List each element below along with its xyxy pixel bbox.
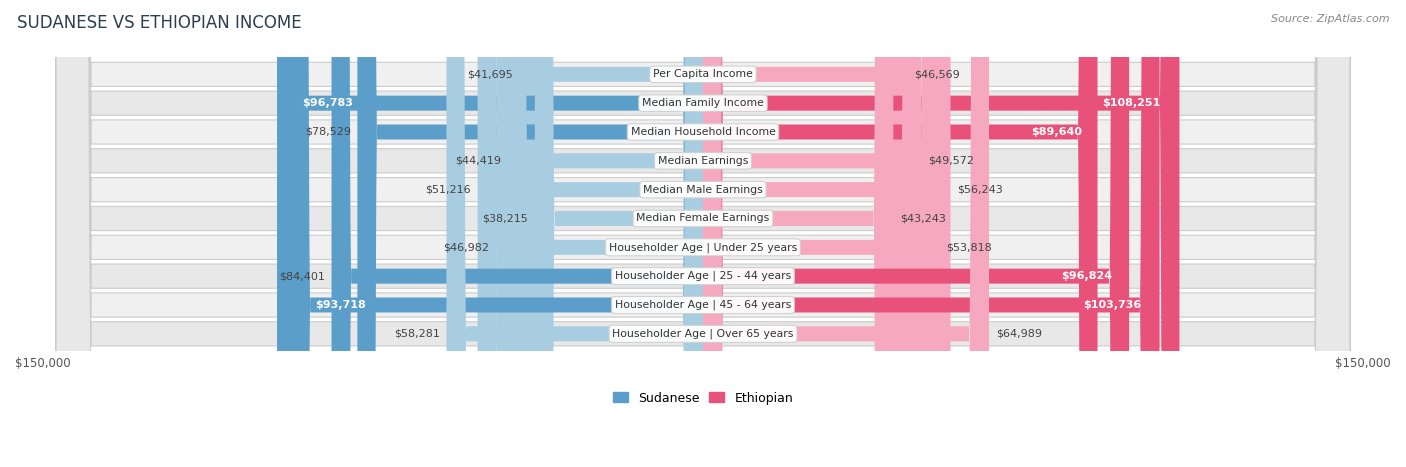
Text: $108,251: $108,251 — [1102, 98, 1160, 108]
Text: Median Male Earnings: Median Male Earnings — [643, 184, 763, 195]
FancyBboxPatch shape — [478, 0, 703, 467]
Text: $56,243: $56,243 — [957, 184, 1002, 195]
FancyBboxPatch shape — [56, 0, 1350, 467]
FancyBboxPatch shape — [703, 0, 1160, 467]
FancyBboxPatch shape — [496, 0, 703, 467]
Text: $38,215: $38,215 — [482, 213, 529, 224]
FancyBboxPatch shape — [277, 0, 703, 467]
Text: $89,640: $89,640 — [1031, 127, 1081, 137]
Text: Median Household Income: Median Household Income — [630, 127, 776, 137]
Text: $51,216: $51,216 — [426, 184, 471, 195]
FancyBboxPatch shape — [447, 0, 703, 467]
FancyBboxPatch shape — [56, 0, 1350, 467]
FancyBboxPatch shape — [56, 0, 1350, 467]
Text: $44,419: $44,419 — [456, 156, 501, 166]
FancyBboxPatch shape — [534, 0, 703, 467]
FancyBboxPatch shape — [703, 0, 1098, 467]
Text: Per Capita Income: Per Capita Income — [652, 69, 754, 79]
Text: Median Earnings: Median Earnings — [658, 156, 748, 166]
Text: Median Family Income: Median Family Income — [643, 98, 763, 108]
Text: Householder Age | 45 - 64 years: Householder Age | 45 - 64 years — [614, 300, 792, 310]
FancyBboxPatch shape — [519, 0, 703, 467]
FancyBboxPatch shape — [703, 0, 893, 467]
Text: $43,243: $43,243 — [900, 213, 946, 224]
Text: Householder Age | Over 65 years: Householder Age | Over 65 years — [612, 329, 794, 339]
FancyBboxPatch shape — [56, 0, 1350, 467]
FancyBboxPatch shape — [56, 0, 1350, 467]
FancyBboxPatch shape — [56, 0, 1350, 467]
Text: $96,824: $96,824 — [1062, 271, 1112, 281]
FancyBboxPatch shape — [56, 0, 1350, 467]
Text: $84,401: $84,401 — [278, 271, 325, 281]
Text: $78,529: $78,529 — [305, 127, 350, 137]
FancyBboxPatch shape — [332, 0, 703, 467]
Text: $96,783: $96,783 — [302, 98, 353, 108]
FancyBboxPatch shape — [56, 0, 1350, 467]
FancyBboxPatch shape — [703, 0, 939, 467]
Text: Source: ZipAtlas.com: Source: ZipAtlas.com — [1271, 14, 1389, 24]
FancyBboxPatch shape — [56, 0, 1350, 467]
Text: Householder Age | 25 - 44 years: Householder Age | 25 - 44 years — [614, 271, 792, 282]
Text: SUDANESE VS ETHIOPIAN INCOME: SUDANESE VS ETHIOPIAN INCOME — [17, 14, 301, 32]
Text: Householder Age | Under 25 years: Householder Age | Under 25 years — [609, 242, 797, 253]
FancyBboxPatch shape — [703, 0, 988, 467]
Text: $41,695: $41,695 — [467, 69, 513, 79]
FancyBboxPatch shape — [703, 0, 921, 467]
Text: $93,718: $93,718 — [315, 300, 366, 310]
Text: $103,736: $103,736 — [1083, 300, 1142, 310]
Text: $64,989: $64,989 — [995, 329, 1042, 339]
FancyBboxPatch shape — [703, 0, 1180, 467]
Text: $46,982: $46,982 — [444, 242, 489, 252]
Text: $49,572: $49,572 — [928, 156, 974, 166]
FancyBboxPatch shape — [357, 0, 703, 467]
Text: $53,818: $53,818 — [946, 242, 993, 252]
FancyBboxPatch shape — [703, 0, 908, 467]
Legend: Sudanese, Ethiopian: Sudanese, Ethiopian — [607, 387, 799, 410]
FancyBboxPatch shape — [291, 0, 703, 467]
FancyBboxPatch shape — [56, 0, 1350, 467]
Text: $58,281: $58,281 — [394, 329, 440, 339]
FancyBboxPatch shape — [703, 0, 950, 467]
Text: Median Female Earnings: Median Female Earnings — [637, 213, 769, 224]
FancyBboxPatch shape — [703, 0, 1129, 467]
FancyBboxPatch shape — [508, 0, 703, 467]
Text: $46,569: $46,569 — [914, 69, 960, 79]
